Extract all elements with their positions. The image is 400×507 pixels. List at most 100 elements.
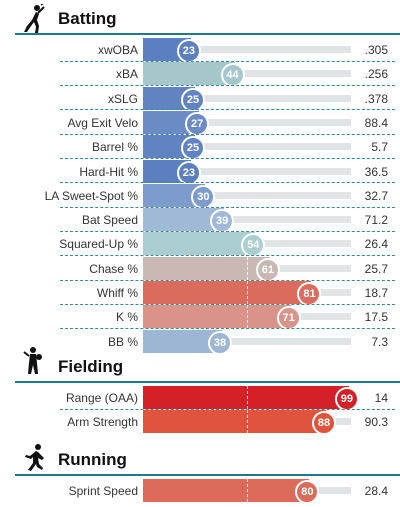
- stat-value: 90.3: [364, 415, 388, 430]
- metric-label: Chase %: [89, 261, 138, 276]
- metric-label: xwOBA: [97, 43, 138, 57]
- percentile-bar: [143, 329, 223, 353]
- percentile-bar: [143, 110, 200, 134]
- bar-track: [143, 191, 351, 199]
- bar-track: [143, 216, 351, 224]
- row-separator: [60, 133, 395, 135]
- row-separator: [60, 206, 395, 208]
- metric-row: Hard-Hit % 23 36.5: [0, 159, 400, 185]
- metric-label: xBA: [115, 67, 138, 82]
- stat-value: .305: [364, 43, 388, 57]
- stat-value: 32.7: [364, 188, 388, 203]
- metric-row: K % 71 17.5: [0, 305, 400, 331]
- row-separator: [60, 328, 395, 330]
- metric-label: Whiff %: [96, 286, 138, 300]
- metric-row: Arm Strength 88 90.3: [0, 410, 400, 436]
- metric-row: Range (OAA) 99 14: [0, 386, 400, 411]
- metric-label: K %: [115, 310, 138, 325]
- percentile-badge: 30: [191, 184, 216, 209]
- metric-label: Avg Exit Velo: [67, 115, 139, 130]
- row-separator: [60, 109, 395, 111]
- percentile-badge: 80: [295, 480, 320, 504]
- stat-value: .378: [364, 91, 388, 106]
- percentile-bar: [143, 386, 349, 409]
- metric-row: Whiff % 81 18.7: [0, 281, 400, 306]
- runner-icon: [20, 443, 46, 473]
- metric-row: Chase % 61 25.7: [0, 256, 400, 282]
- section-divider-running: [15, 474, 400, 476]
- bar-gridline: [247, 305, 248, 329]
- metric-label: Bat Speed: [81, 213, 138, 228]
- percentile-bar: [143, 479, 310, 502]
- bar-gridline: [247, 256, 248, 280]
- section-divider-fielding: [15, 381, 400, 383]
- percentile-bar: [143, 208, 225, 232]
- metric-row: BB % 38 7.3: [0, 329, 400, 355]
- metric-label: Squared-Up %: [59, 237, 138, 252]
- percentile-badge: 71: [276, 306, 301, 331]
- stat-value: 17.5: [364, 310, 388, 325]
- metric-label: Range (OAA): [65, 391, 138, 405]
- bar-track: [143, 70, 351, 78]
- row-separator: [60, 279, 395, 281]
- stat-value: 26.4: [364, 237, 388, 252]
- metric-row: Barrel % 25 5.7: [0, 135, 400, 161]
- percentile-badge: 38: [208, 330, 233, 355]
- stat-value: 18.7: [364, 286, 388, 300]
- bar-gridline: [247, 386, 248, 409]
- fielder-icon: [20, 346, 46, 376]
- percentile-bar: [143, 281, 312, 304]
- percentile-badge: 99: [334, 387, 359, 411]
- percentile-bar: [143, 256, 270, 280]
- bar-gridline: [247, 281, 248, 304]
- stat-value: 71.2: [364, 213, 388, 228]
- row-separator: [60, 60, 395, 62]
- bar-track: [143, 167, 351, 175]
- percentile-badge: 44: [220, 63, 245, 88]
- percentile-badge: 27: [185, 111, 210, 136]
- section-divider-batting: [15, 33, 400, 35]
- metric-row: Squared-Up % 54 26.4: [0, 232, 400, 258]
- metric-label: Arm Strength: [67, 415, 138, 430]
- metric-label: Barrel %: [91, 140, 138, 155]
- bar-track: [143, 46, 351, 53]
- stat-value: 14: [374, 391, 388, 405]
- stat-value: 28.4: [364, 484, 388, 498]
- stat-value: 7.3: [371, 334, 388, 349]
- metric-row: Avg Exit Velo 27 88.4: [0, 110, 400, 136]
- percentile-badge: 88: [312, 411, 337, 436]
- percentile-badge: 23: [176, 160, 201, 185]
- metric-label: BB %: [107, 334, 138, 349]
- percentile-badge: 61: [255, 257, 280, 282]
- metric-row: xBA 44 .256: [0, 62, 400, 88]
- bar-track: [143, 337, 351, 345]
- metric-label: xSLG: [107, 91, 138, 106]
- bar-track: [143, 118, 351, 126]
- stat-value: 88.4: [364, 115, 388, 130]
- metric-row: xSLG 25 .378: [0, 86, 400, 112]
- percentile-badge: 39: [210, 209, 235, 234]
- batter-icon: [20, 0, 47, 34]
- section-title-fielding: Fielding: [58, 357, 124, 376]
- bar-gridline: [247, 479, 248, 502]
- row-separator: [60, 158, 395, 159]
- row-separator: [60, 230, 395, 232]
- percentile-badge: 54: [241, 233, 266, 258]
- percentile-badge: 25: [181, 136, 205, 161]
- bar-track: [143, 94, 351, 102]
- bar-track: [143, 143, 351, 151]
- metric-label: Sprint Speed: [68, 484, 138, 498]
- percentile-bar: [143, 410, 327, 434]
- metric-row: LA Sweet-Spot % 30 32.7: [0, 183, 400, 209]
- percentile-badge: 25: [181, 87, 205, 112]
- stat-value: 25.7: [364, 261, 388, 276]
- percentile-badge: 81: [297, 282, 322, 306]
- metric-label: Hard-Hit %: [79, 164, 138, 179]
- metric-label: LA Sweet-Spot %: [44, 188, 138, 203]
- percentile-bar: [143, 183, 206, 207]
- stat-value: 5.7: [371, 140, 388, 155]
- percentile-bar: [143, 62, 235, 86]
- row-separator: [60, 182, 395, 184]
- row-separator: [60, 303, 395, 305]
